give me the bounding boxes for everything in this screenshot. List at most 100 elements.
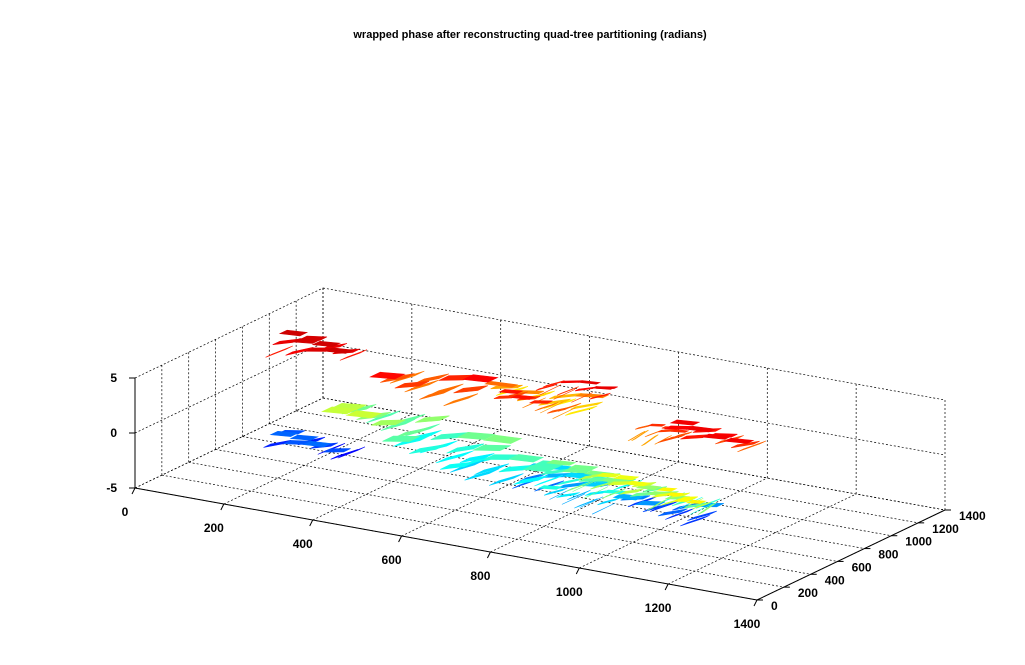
surface-patch (595, 472, 621, 478)
surface-patch (324, 347, 354, 354)
x-tick-label: 400 (293, 537, 313, 551)
surface-patch (658, 433, 687, 443)
surface-patch (265, 345, 293, 358)
surface-patch (449, 459, 485, 473)
surface-patch (561, 493, 586, 505)
surface-patch (482, 434, 523, 444)
surface-patch (624, 480, 651, 487)
surface-patch (552, 407, 576, 419)
x-tick-label: 0 (122, 505, 129, 519)
surface-patch (453, 385, 488, 394)
x-tick-label: 800 (470, 569, 490, 583)
grid-line-floor-x (667, 493, 857, 585)
surface-patch (591, 502, 616, 515)
surface-patch (464, 468, 500, 481)
surface-patch (269, 430, 299, 437)
surface-patch (443, 393, 479, 407)
surface-patch (673, 498, 693, 502)
surface-patch (289, 434, 319, 441)
surface-patch (656, 487, 678, 492)
surface-patch (648, 423, 666, 427)
grid-line-left-z (134, 342, 324, 434)
surface-patch (522, 464, 559, 473)
x-tick-mark (753, 599, 758, 607)
surface-patch (670, 429, 690, 433)
surface-patch (568, 464, 599, 471)
surface-patch (642, 502, 673, 513)
x-tick-mark (575, 567, 580, 575)
x-tick-mark (131, 487, 136, 495)
surface-patch (456, 431, 496, 440)
x-tick-mark (398, 535, 403, 543)
x-axis-line (134, 487, 758, 601)
surface-patch (723, 437, 755, 444)
surface-patch (692, 501, 712, 510)
grid-line-floor-y (296, 410, 919, 524)
surface-patch (382, 435, 421, 442)
surface-patch (311, 340, 341, 348)
x-tick-label: 200 (204, 521, 224, 535)
surface-patch (415, 415, 450, 423)
surface-patch (488, 473, 524, 486)
surface-patch (498, 389, 524, 395)
grid-lines (134, 287, 946, 601)
x-tick-label: 1000 (556, 585, 583, 599)
grid-line-floor-x (579, 477, 768, 569)
surface-patch (474, 463, 509, 475)
surface-patch (404, 379, 440, 393)
grid-line-floor-x (490, 461, 679, 553)
surface-patch (345, 410, 382, 419)
x-tick-label: 600 (382, 553, 402, 567)
surface-patch (669, 419, 701, 426)
x-tick-mark (220, 503, 225, 511)
grid-line-left-z (134, 287, 324, 379)
surface-patch (370, 419, 406, 426)
grid-line-floor-y (161, 474, 784, 588)
surface-patch (553, 389, 576, 400)
surface-patch (612, 493, 644, 501)
surface-patch (574, 498, 598, 509)
surface-patch (557, 386, 579, 396)
surface-patch (567, 490, 591, 500)
surface-patch (646, 499, 666, 511)
surface-patch (535, 383, 558, 391)
tick-labels: 0200400600800100012001400020040060080010… (106, 371, 986, 631)
y-tick-label: 200 (798, 586, 818, 600)
surface-patch (590, 480, 615, 490)
surface-patch (539, 384, 561, 396)
surface-patch (339, 349, 368, 361)
surface-patch (513, 475, 548, 485)
y-tick-label: 1400 (959, 509, 986, 523)
surface-patch (529, 400, 553, 404)
surface-patch (685, 425, 717, 433)
surface-patch (285, 347, 313, 356)
surface-patch (394, 381, 430, 389)
surface-patch (462, 374, 499, 383)
surface-patch (380, 418, 416, 431)
x-tick-label: 1200 (645, 601, 672, 615)
surface-patch (369, 371, 406, 380)
axes (129, 377, 951, 607)
surface-patch (393, 435, 431, 447)
surface-patch (680, 515, 710, 527)
z-tick-label: -5 (106, 481, 117, 495)
surface-patch (510, 394, 536, 400)
y-axis-line (756, 509, 946, 601)
surface-patch (537, 485, 564, 490)
surface-patch (579, 496, 603, 508)
surface-patch (440, 461, 475, 470)
surface-patch (627, 431, 646, 442)
grid-line-back-z (322, 397, 946, 511)
surface-patch (545, 459, 577, 466)
surface-patch (330, 449, 358, 460)
surface-patch (395, 427, 430, 438)
y-tick-label: 1200 (932, 522, 959, 536)
surface-patch (566, 481, 591, 492)
surface-patch (542, 380, 565, 388)
surface-patch (683, 502, 708, 509)
surface-patch (589, 392, 611, 400)
surface-plot (263, 329, 767, 527)
surface-patch (631, 429, 649, 441)
